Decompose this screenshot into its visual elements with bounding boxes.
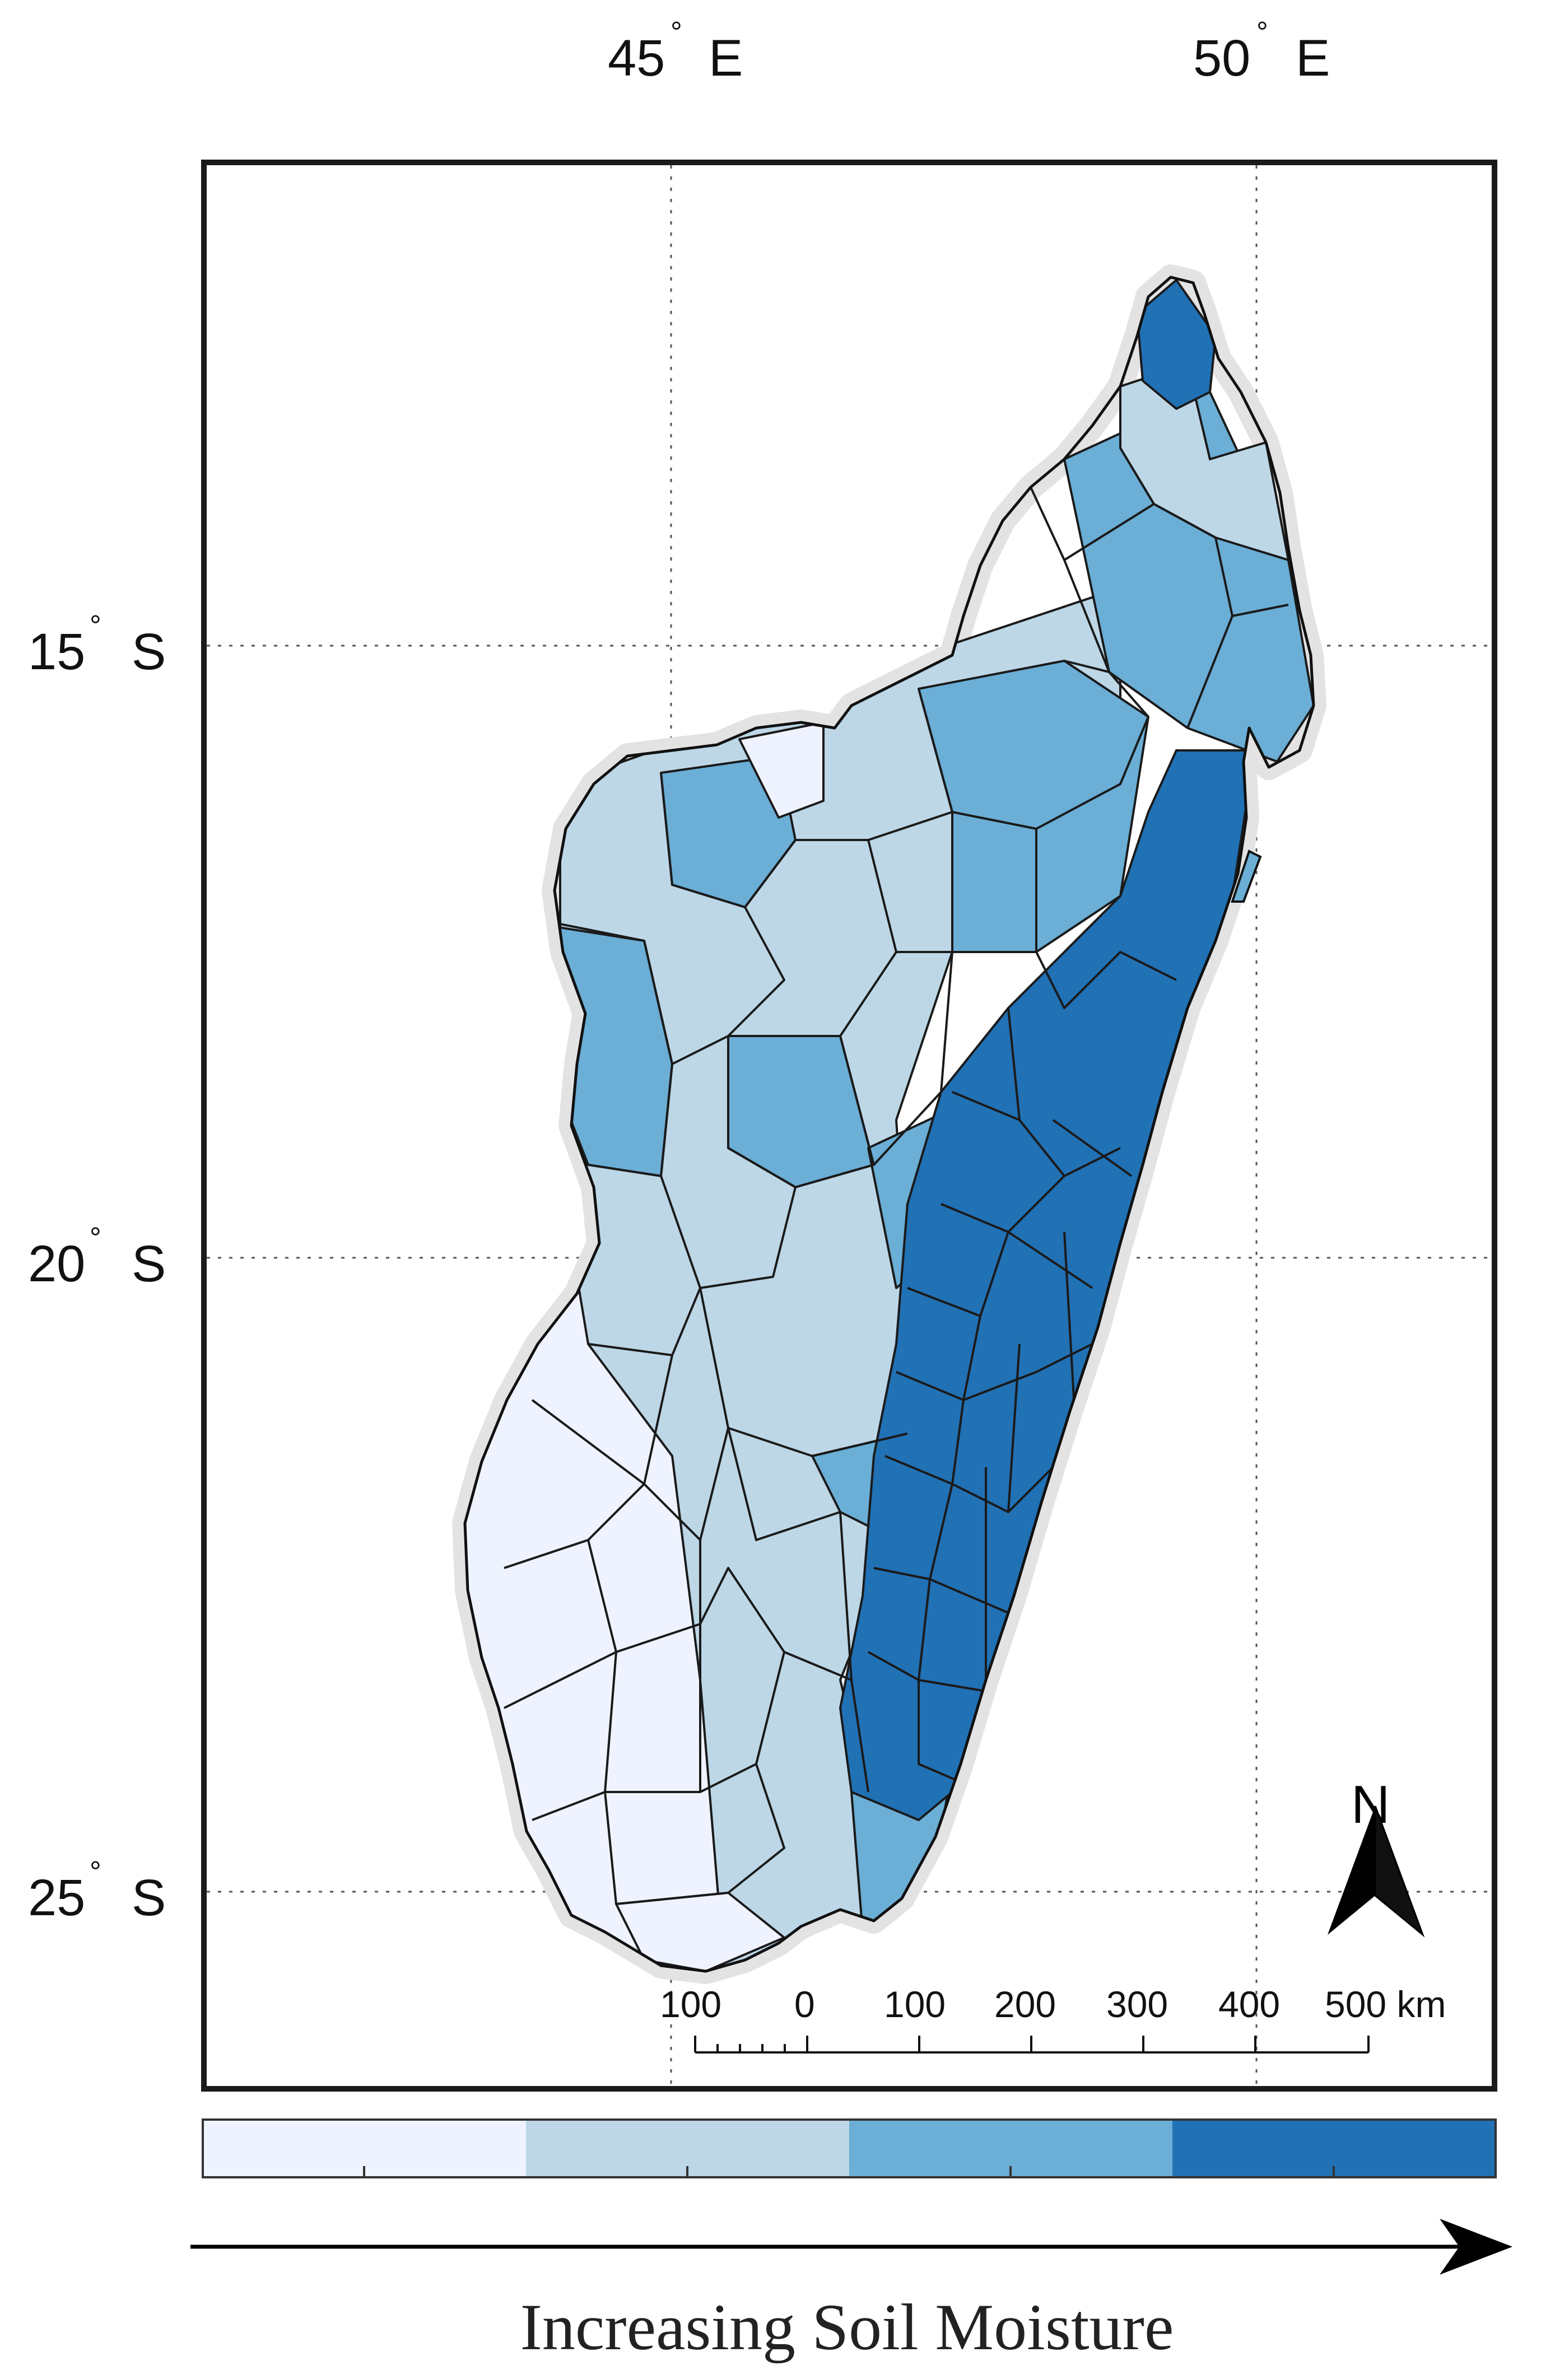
lat-label-25s: 25 ° S [28,1856,166,1926]
legend-colorbar [202,2118,1497,2178]
lat-label-25-value: 25 [28,1869,85,1926]
island-sainte-marie [1231,850,1262,903]
lat-label-25-degree: ° [90,1856,101,1888]
lon-label-50e: 50 ° E [1193,16,1330,87]
lon-label-50-value: 50 [1193,30,1250,87]
north-arrow-left-half [1328,1806,1375,1935]
arrow-head [1440,2219,1512,2275]
lat-label-20-suffix: S [132,1235,166,1292]
lon-label-45-suffix: E [709,30,743,87]
scale-tick-label-100-left: 100 [660,1984,721,2025]
coastline [463,276,1315,1973]
district-zone-north-medium [918,660,1149,953]
district-zone-northwest-pale [738,721,825,819]
lat-label-15-value: 15 [28,623,85,680]
lon-label-45-value: 45 [608,30,665,87]
scale-bar: 100 0 100 200 300 400 500 km [660,1984,1446,2054]
lon-label-50-degree: ° [1256,16,1268,49]
scale-tick-label-200: 200 [994,1984,1056,2025]
lat-label-25-suffix: S [132,1869,166,1926]
scale-tick-label-500-km: 500 km [1325,1984,1446,2025]
map-frame [201,160,1497,2092]
district-boundaries [504,447,1289,1905]
lat-label-15s: 15 ° S [28,610,166,680]
legend-caption: Increasing Soil Moisture [520,2290,1174,2364]
lon-label-45-degree: ° [671,16,682,49]
north-arrow-right-half [1374,1805,1425,1938]
districts [465,279,1314,1971]
lat-label-15-degree: ° [90,610,101,642]
lat-label-15-suffix: S [132,623,166,680]
scale-tick-label-400: 400 [1218,1984,1280,2025]
lat-label-20-degree: ° [90,1222,101,1254]
lon-label-50-suffix: E [1296,30,1330,87]
scale-tick-label-0: 0 [794,1984,815,2025]
north-arrow: N [1328,1775,1425,1940]
scale-tick-label-100: 100 [884,1984,946,2025]
scale-tick-label-300: 300 [1106,1984,1168,2025]
lat-label-20s: 20 ° S [28,1222,166,1292]
lon-label-45e: 45 ° E [608,16,743,87]
lat-label-20-value: 20 [28,1235,85,1292]
increasing-arrow [190,2219,1512,2275]
graticule [207,165,1492,2086]
